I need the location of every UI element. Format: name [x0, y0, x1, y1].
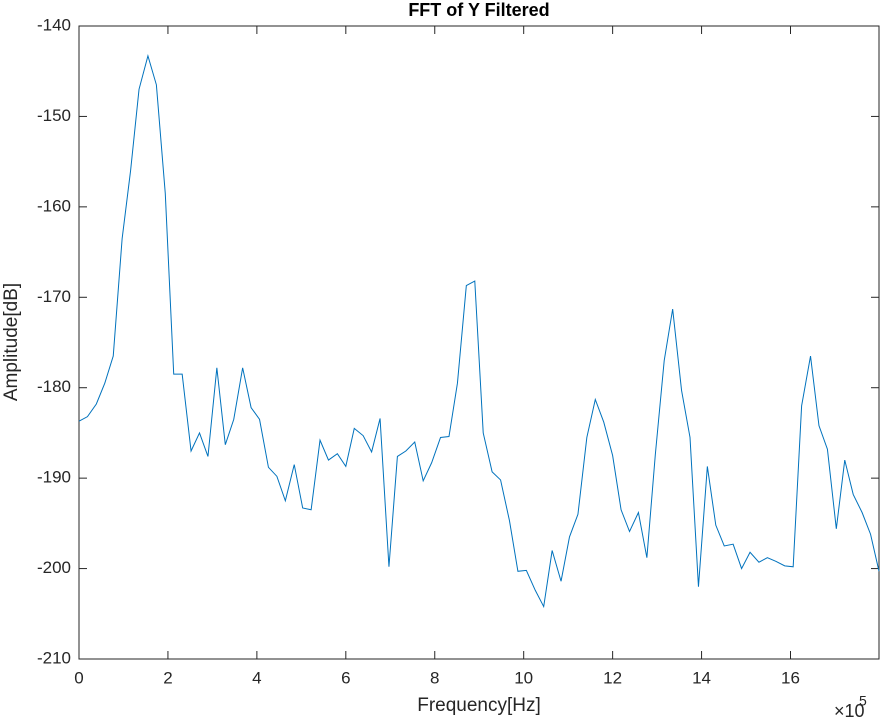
y-tick-label: -160	[37, 196, 71, 215]
y-tick-label: -200	[37, 558, 71, 577]
data-line	[78, 53, 880, 609]
x-tick-label: 2	[163, 668, 172, 687]
chart-title: FFT of Y Filtered	[408, 0, 549, 20]
x-exponent: 5	[859, 693, 867, 709]
x-tick-label: 6	[341, 668, 350, 687]
y-tick-label: -150	[37, 106, 71, 125]
x-axis-label: Frequency[Hz]	[417, 695, 541, 716]
x-multiplier: ×10	[834, 701, 865, 720]
x-tick-label: 14	[692, 668, 711, 687]
y-tick-label: -210	[37, 648, 71, 667]
x-tick-label: 12	[603, 668, 622, 687]
y-tick-label: -170	[37, 287, 71, 306]
x-tick-label: 0	[74, 668, 83, 687]
y-tick-label: -140	[37, 15, 71, 34]
y-axis-label: Amplitude[dB]	[1, 283, 22, 401]
y-tick-label: -180	[37, 377, 71, 396]
x-tick-label: 8	[430, 668, 439, 687]
y-tick-label: -190	[37, 468, 71, 487]
x-tick-label: 10	[514, 668, 533, 687]
plot-area	[78, 25, 880, 660]
x-tick-label: 16	[781, 668, 800, 687]
x-tick-label: 4	[252, 668, 261, 687]
